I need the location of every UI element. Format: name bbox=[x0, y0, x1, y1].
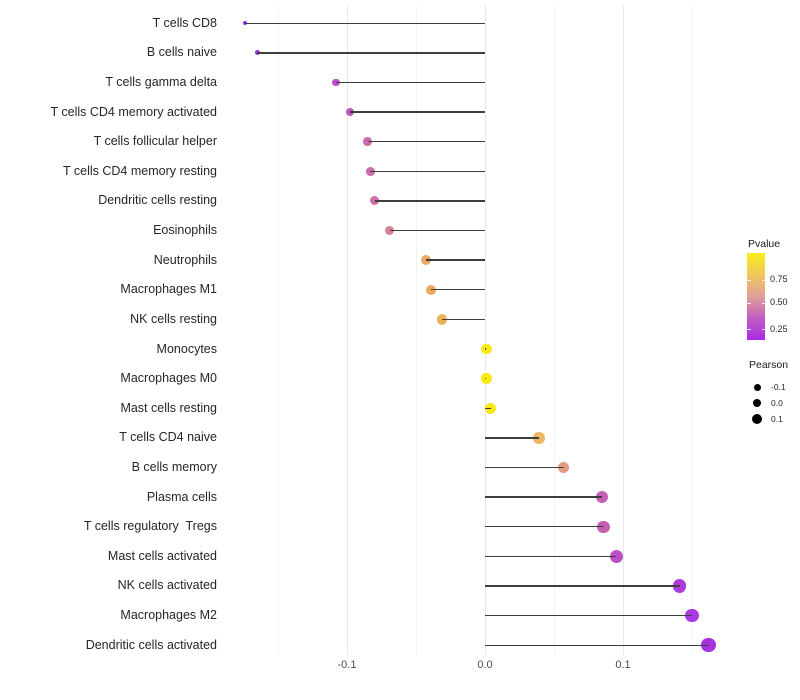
category-label: Macrophages M0 bbox=[120, 371, 217, 386]
lollipop-stem bbox=[485, 585, 680, 587]
lollipop-dot bbox=[481, 343, 492, 355]
pearson-size-label: 0.1 bbox=[771, 413, 783, 424]
category-label: T cells CD4 memory resting bbox=[63, 163, 217, 178]
gridline-major bbox=[484, 5, 486, 655]
pearson-size-dot bbox=[751, 413, 763, 425]
category-label: Dendritic cells activated bbox=[85, 637, 217, 652]
lollipop-dot bbox=[485, 402, 497, 414]
colorbar-tick-mark bbox=[747, 329, 751, 331]
colorbar-tick-mark bbox=[747, 302, 751, 304]
lollipop-stem bbox=[485, 348, 487, 350]
colorbar-tick-mark bbox=[747, 279, 751, 281]
pvalue-tick-label: 0.75 bbox=[770, 274, 788, 285]
lollipop-stem bbox=[244, 22, 485, 24]
gridline-minor bbox=[553, 5, 555, 655]
lollipop-stem bbox=[485, 555, 617, 558]
pearson-legend-title: Pearson bbox=[749, 359, 789, 371]
pearson-size-dot bbox=[752, 398, 762, 408]
category-label: Mast cells activated bbox=[107, 548, 217, 563]
category-label: T cells CD8 bbox=[152, 15, 217, 30]
lollipop-dot bbox=[609, 549, 623, 563]
lollipop-stem bbox=[485, 466, 564, 469]
lollipop-dot bbox=[701, 638, 716, 653]
pearson-size-dot bbox=[753, 383, 761, 391]
category-label: Plasma cells bbox=[146, 489, 217, 504]
pvalue-colorbar-gradient bbox=[747, 253, 765, 340]
category-label: Dendritic cells resting bbox=[98, 193, 217, 208]
colorbar-tick-mark bbox=[761, 302, 765, 304]
lollipop-stem bbox=[431, 289, 485, 291]
category-label: NK cells activated bbox=[117, 578, 217, 593]
lollipop-stem bbox=[485, 644, 709, 646]
category-label: T cells follicular helper bbox=[93, 134, 217, 149]
lollipop-dot bbox=[242, 21, 247, 26]
x-axis-tick-label: -0.1 bbox=[337, 659, 357, 671]
lollipop-stem bbox=[374, 200, 485, 202]
lollipop-stem bbox=[335, 81, 485, 84]
lollipop-dot bbox=[481, 373, 492, 384]
lollipop-stem bbox=[349, 111, 485, 113]
x-axis-tick-label: 0.1 bbox=[615, 659, 631, 671]
category-label: T cells regulatory Tregs bbox=[83, 519, 217, 534]
pvalue-legend-title: Pvalue bbox=[748, 238, 781, 250]
category-label: Macrophages M2 bbox=[120, 608, 217, 623]
gridline-minor bbox=[691, 5, 693, 655]
lollipop-stem bbox=[442, 318, 485, 321]
category-label: NK cells resting bbox=[130, 311, 217, 326]
lollipop-stem bbox=[485, 407, 491, 409]
category-label: B cells naive bbox=[146, 45, 217, 60]
lollipop-stem bbox=[485, 437, 539, 439]
category-label: T cells CD4 memory activated bbox=[50, 104, 218, 119]
lollipop-dot bbox=[437, 314, 448, 325]
lollipop-dot bbox=[557, 461, 570, 474]
category-label: Macrophages M1 bbox=[120, 282, 217, 297]
lollipop-stem bbox=[425, 259, 485, 261]
pearson-size-label: 0.0 bbox=[771, 397, 783, 408]
lollipop-stem bbox=[485, 496, 603, 498]
lollipop-stem bbox=[485, 526, 604, 528]
colorbar-tick-mark bbox=[761, 329, 765, 331]
lollipop-stem bbox=[370, 170, 485, 172]
lollipop-stem bbox=[485, 377, 487, 380]
gridline-minor bbox=[277, 5, 279, 655]
category-label: T cells CD4 naive bbox=[119, 430, 217, 445]
pearson-size-label: -0.1 bbox=[771, 381, 786, 392]
lollipop-stem bbox=[367, 140, 485, 143]
lollipop-stem bbox=[389, 229, 485, 232]
category-label: T cells gamma delta bbox=[105, 74, 217, 89]
category-label: Eosinophils bbox=[153, 223, 217, 238]
gridline-major bbox=[346, 5, 348, 655]
pvalue-tick-label: 0.50 bbox=[770, 297, 788, 308]
category-label: B cells memory bbox=[131, 460, 217, 474]
pvalue-tick-label: 0.25 bbox=[770, 323, 788, 334]
category-label: Monocytes bbox=[156, 341, 217, 356]
x-axis-tick-label: 0.0 bbox=[477, 659, 493, 671]
gridline-major bbox=[622, 5, 624, 655]
gridline-minor bbox=[415, 5, 417, 655]
lollipop-stem bbox=[485, 614, 692, 617]
category-label: Mast cells resting bbox=[120, 400, 217, 415]
category-label: Neutrophils bbox=[153, 252, 217, 267]
lollipop-dot bbox=[254, 50, 260, 56]
lollipop-stem bbox=[257, 52, 485, 54]
colorbar-tick-mark bbox=[761, 279, 765, 281]
